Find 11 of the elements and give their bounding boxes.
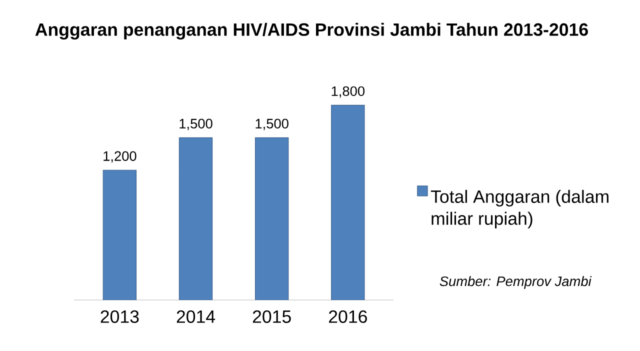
text: Sumber: Pemprov Jambi [440, 276, 592, 290]
x-tick-label: 2016 [329, 310, 367, 324]
legend-label: Total Anggaran (dalam miliar rupiah) [430, 190, 608, 229]
data-label: 1,200 [104, 151, 136, 163]
data-label: 1,500 [180, 118, 212, 130]
chart-title: Anggaran penanganan HIV/AIDS Provinsi Jambi Tahun 2013-2016 [35, 22, 588, 40]
data-label: 1,500 [256, 118, 288, 130]
x-tick-label: 2013 [100, 310, 139, 324]
data-label: 1,800 [332, 86, 365, 98]
x-tick-label: 2014 [176, 310, 216, 324]
x-tick-label: 2015 [252, 310, 291, 324]
